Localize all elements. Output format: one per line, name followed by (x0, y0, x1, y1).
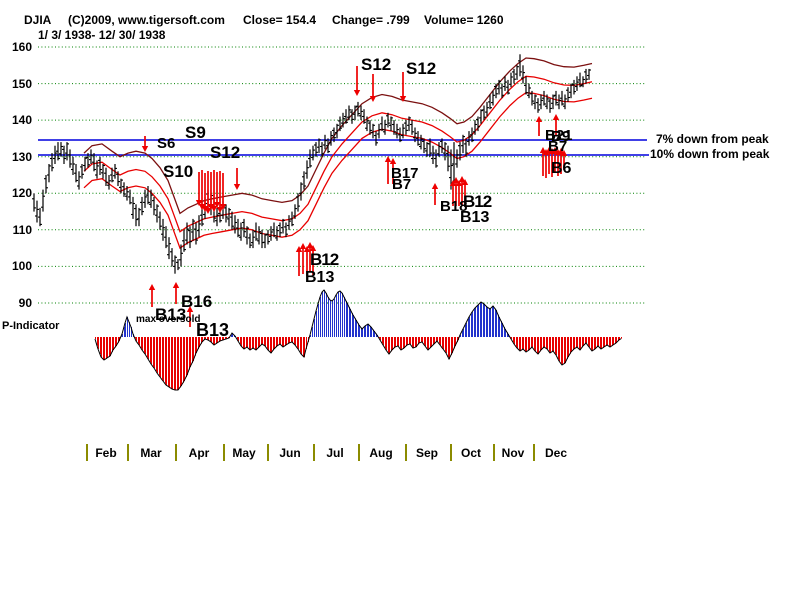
signal-label-max-oversold: max oversold (136, 314, 201, 325)
month-label-apr: Apr (188, 446, 210, 460)
signal-label-b7: B7 (548, 138, 568, 155)
month-label-feb: Feb (95, 446, 117, 460)
copyright-label: (C)2009, www.tigersoft.com (68, 13, 225, 27)
signal-label-s10: S10 (163, 162, 194, 181)
y-axis-label: 140 (11, 113, 32, 128)
ohlc-bars (32, 54, 591, 274)
month-label-mar: Mar (140, 446, 162, 460)
signal-label-s9: S9 (185, 123, 206, 142)
band-lower-line (83, 92, 593, 250)
signal-label-b16: B16 (181, 292, 213, 311)
signal-arrows (141, 66, 568, 327)
signal-label-b18: B18 (440, 198, 468, 215)
p-indicator-histogram (95, 290, 622, 390)
signal-label-b12: B12 (463, 192, 492, 211)
signal-label-b6: B6 (551, 160, 572, 177)
signal-label-b12: B12 (310, 250, 339, 269)
y-axis-label: 130 (11, 149, 32, 164)
signal-label-s12: S12 (361, 55, 392, 74)
signal-label-b9: B9 (551, 128, 571, 145)
signal-label-b17: B17 (391, 165, 419, 182)
month-label-aug: Aug (369, 446, 393, 460)
y-axis-label: 150 (11, 76, 32, 91)
signal-label-s12: S12 (210, 143, 241, 162)
y-axis-label: 160 (11, 40, 32, 54)
volume-value: Volume= 1260 (424, 13, 504, 27)
signal-label-b7: B7 (392, 176, 412, 193)
month-label-jun: Jun (279, 446, 301, 460)
month-label-jul: Jul (326, 446, 344, 460)
change-value: Change= .799 (332, 13, 410, 27)
month-label-nov: Nov (501, 446, 525, 460)
reference-line-label: 10% down from peak (650, 147, 770, 161)
reference-line-label: 7% down from peak (656, 132, 769, 146)
month-label-sep: Sep (415, 446, 439, 460)
signal-label-b21: B21 (545, 127, 573, 144)
p-indicator-label: P-Indicator (2, 320, 60, 332)
y-axis-label: 100 (11, 259, 32, 274)
y-axis-label: 110 (12, 222, 32, 237)
y-axis-label: 120 (11, 186, 32, 201)
month-ticks (86, 444, 535, 461)
p-indicator-envelope (94, 289, 622, 391)
band-mid-line (83, 75, 593, 233)
close-value: Close= 154.4 (243, 13, 317, 27)
signal-label-b13: B13 (196, 320, 230, 340)
signal-label-s12: S12 (406, 59, 437, 78)
signal-label-b13: B13 (155, 305, 187, 324)
month-label-dec: Dec (544, 446, 568, 460)
symbol-label: DJIA (24, 13, 52, 27)
y-axis-label: 90 (18, 295, 32, 310)
signal-label-b13: B13 (460, 209, 490, 226)
month-label-may: May (232, 446, 256, 460)
signal-label-b13: B13 (305, 269, 335, 286)
signal-label-s6: S6 (157, 135, 176, 152)
month-label-oct: Oct (460, 446, 482, 460)
date-range-label: 1/ 3/ 1938- 12/ 30/ 1938 (38, 28, 166, 42)
